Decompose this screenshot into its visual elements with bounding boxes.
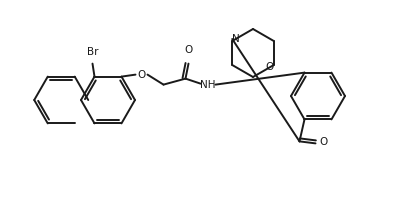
Text: N: N (232, 34, 240, 44)
Text: O: O (266, 62, 274, 72)
Text: O: O (320, 137, 328, 147)
Text: O: O (184, 45, 193, 55)
Text: O: O (138, 70, 146, 80)
Text: Br: Br (87, 47, 98, 57)
Text: NH: NH (200, 80, 215, 90)
